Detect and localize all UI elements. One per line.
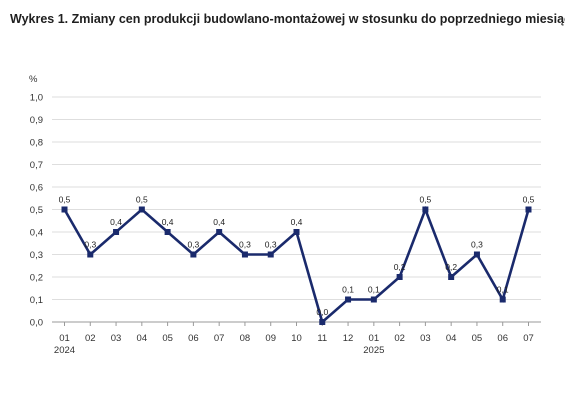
data-label: 0,3 <box>239 240 251 250</box>
data-point <box>267 251 274 258</box>
x-tick-label: 08 <box>240 333 251 344</box>
year-label: 2024 <box>54 345 75 356</box>
x-axis-ticks: 01 02 03 04 05 06 07 08 09 10 11 12 01 02 03 04 05 06 07 20… <box>54 322 534 356</box>
x-tick-label: 01 <box>59 333 70 344</box>
x-tick-label: 01 <box>369 333 380 344</box>
y-tick-label: 0,5 <box>30 205 43 216</box>
data-label: 0,1 <box>497 285 509 295</box>
x-tick-label: 06 <box>188 333 199 344</box>
data-label: 0,5 <box>136 195 148 205</box>
x-tick-label: 05 <box>162 333 173 344</box>
x-tick-label: 05 <box>472 333 483 344</box>
y-tick-label: 0,9 <box>30 115 43 126</box>
data-point <box>396 274 403 280</box>
data-label: 0,5 <box>419 195 431 205</box>
data-point <box>61 206 68 213</box>
data-point <box>241 251 248 258</box>
y-axis-ticks: 0,0 0,1 0,2 0,3 0,4 0,5 0,6 0,7 0,8 0,9 1,0 <box>30 93 43 329</box>
chart-title: Wykres 1. Zmiany cen produkcji budowlano… <box>10 12 565 26</box>
y-tick-label: 0,7 <box>30 160 43 171</box>
data-label: 0,4 <box>162 217 174 227</box>
x-tick-label: 04 <box>446 333 457 344</box>
data-point <box>473 251 480 258</box>
data-point <box>319 319 326 325</box>
x-tick-label: 10 <box>291 333 302 344</box>
data-point <box>164 229 171 235</box>
data-point <box>525 206 532 213</box>
data-point <box>216 229 223 235</box>
data-label: 0,4 <box>213 217 225 227</box>
x-tick-label: 11 <box>317 333 327 344</box>
data-point <box>293 229 300 235</box>
data-label: 0,4 <box>291 217 303 227</box>
x-tick-label: 07 <box>523 333 534 344</box>
x-tick-label: 06 <box>497 333 508 344</box>
data-label: 0,0 <box>316 307 328 317</box>
data-labels: 0,5 0,3 0,4 0,5 0,4 0,3 0,4 0,3 0,3 0,4 0,0 0,1 0,1 0… <box>59 195 535 318</box>
data-label: 0,1 <box>368 285 380 295</box>
data-label: 0,4 <box>110 217 122 227</box>
grid-layer <box>52 96 541 323</box>
y-axis-unit: % <box>29 74 38 85</box>
y-tick-label: 1,0 <box>30 93 43 104</box>
y-tick-label: 0,0 <box>30 318 43 329</box>
x-tick-label: 02 <box>85 333 96 344</box>
data-point <box>422 206 429 213</box>
data-label: 0,3 <box>84 240 96 250</box>
y-tick-label: 0,2 <box>30 273 43 284</box>
data-points <box>61 206 532 325</box>
x-tick-label: 12 <box>343 333 354 344</box>
x-tick-label: 09 <box>265 333 276 344</box>
data-point <box>113 229 120 235</box>
data-point <box>87 251 94 258</box>
data-label: 0,3 <box>187 240 199 250</box>
data-label: 0,5 <box>523 195 535 205</box>
data-point <box>190 251 197 258</box>
y-tick-label: 0,4 <box>30 228 43 239</box>
data-point <box>370 296 377 303</box>
data-label: 0,3 <box>471 240 483 250</box>
x-tick-label: 03 <box>420 333 431 344</box>
x-tick-label: 07 <box>214 333 225 344</box>
data-label: 0,2 <box>445 262 457 272</box>
y-tick-label: 0,3 <box>30 250 43 261</box>
data-label: 0,2 <box>394 262 406 272</box>
x-tick-label: 02 <box>394 333 405 344</box>
x-tick-label: 04 <box>137 333 148 344</box>
data-label: 0,3 <box>265 240 277 250</box>
data-label: 0,1 <box>342 285 354 295</box>
x-tick-label: 03 <box>111 333 122 344</box>
year-label: 2025 <box>363 345 384 356</box>
data-point <box>345 296 352 303</box>
data-point <box>138 206 145 213</box>
y-tick-label: 0,8 <box>30 138 43 149</box>
data-point <box>448 274 455 280</box>
data-point <box>499 296 506 303</box>
y-tick-label: 0,1 <box>30 295 43 306</box>
data-label: 0,5 <box>59 195 71 205</box>
y-tick-label: 0,6 <box>30 183 43 194</box>
